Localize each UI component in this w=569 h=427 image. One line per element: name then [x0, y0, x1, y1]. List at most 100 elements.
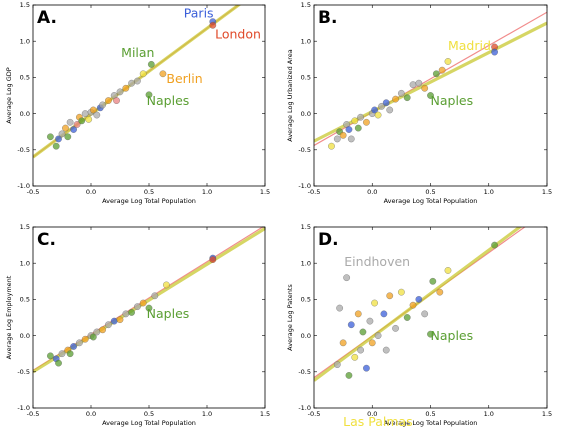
y-tick-label: 0.0	[301, 110, 311, 118]
y-tick-label: -0.5	[298, 368, 311, 376]
data-point	[209, 256, 217, 263]
y-tick-label: 1.5	[20, 1, 30, 9]
data-point	[354, 124, 362, 132]
y-tick-label: 1.0	[301, 259, 311, 267]
data-point	[339, 339, 347, 347]
y-tick-label: 1.0	[20, 259, 30, 267]
data-point	[386, 106, 394, 114]
data-point	[421, 84, 429, 92]
x-tick-label: 1.0	[202, 410, 212, 418]
data-point	[366, 317, 374, 325]
y-tick-label: 0.5	[20, 296, 30, 304]
data-point	[354, 310, 362, 318]
data-point	[209, 21, 217, 29]
data-point	[134, 77, 141, 85]
y-axis-label: Average Log GDP	[5, 67, 13, 123]
data-point	[444, 267, 452, 274]
x-axis-label: Average Log Total Population	[384, 419, 478, 427]
data-point	[427, 330, 434, 338]
data-point	[336, 304, 343, 312]
y-tick-label: -1.0	[17, 404, 30, 412]
data-point	[374, 332, 382, 339]
x-tick-label: 0.0	[86, 410, 96, 418]
data-point	[382, 99, 390, 107]
x-tick-label: 0.5	[144, 188, 154, 196]
y-tick-label: -0.5	[17, 146, 30, 154]
city-annotation: Las Palmas	[343, 414, 413, 427]
panel-label: C.	[37, 230, 56, 250]
city-annotation: Naples	[147, 306, 190, 321]
y-tick-label: 0.0	[20, 110, 30, 118]
y-tick-label: 1.0	[20, 37, 30, 45]
data-point	[491, 241, 498, 249]
data-point	[147, 61, 155, 68]
data-point	[438, 66, 446, 74]
data-point	[345, 372, 353, 379]
data-point	[371, 106, 378, 114]
data-point	[78, 117, 86, 125]
data-point	[398, 288, 405, 296]
city-annotation: Naples	[431, 328, 474, 343]
data-point	[70, 126, 77, 133]
data-point	[328, 142, 335, 150]
data-point	[52, 142, 60, 150]
data-point	[421, 310, 429, 318]
data-point	[110, 317, 118, 325]
data-point	[409, 301, 417, 309]
data-point	[345, 126, 353, 133]
data-point	[81, 335, 89, 343]
data-point	[70, 343, 77, 350]
city-annotation: Eindhoven	[344, 254, 410, 269]
data-point	[134, 303, 141, 310]
data-point	[116, 88, 124, 96]
data-point	[398, 89, 405, 97]
data-point	[116, 316, 124, 324]
data-point	[328, 412, 334, 418]
y-tick-label: 0.5	[301, 74, 311, 82]
data-point	[357, 113, 364, 121]
x-tick-label: 1.5	[542, 410, 552, 418]
data-point	[122, 84, 130, 92]
panel-label: A.	[37, 8, 57, 28]
data-point	[339, 131, 347, 139]
data-point	[392, 325, 399, 332]
data-point	[105, 321, 112, 329]
data-point	[73, 121, 81, 128]
data-point	[363, 118, 370, 126]
data-point	[351, 353, 359, 361]
x-tick-label: 1.0	[484, 188, 494, 196]
data-point	[357, 346, 364, 354]
data-point	[105, 97, 112, 104]
y-tick-label: -1.0	[298, 404, 311, 412]
data-point	[351, 117, 359, 125]
panel-3: -0.5 0.0 0.5 1.0 1.5-1.0-0.50.00.51.01.5Aver…	[5, 223, 270, 427]
data-point	[145, 304, 153, 312]
data-point	[85, 116, 93, 123]
data-point	[333, 135, 341, 143]
data-point	[151, 292, 159, 300]
data-point	[409, 81, 417, 88]
x-tick-label: 1.5	[542, 188, 552, 196]
panel-1: -0.5 0.0 0.5 1.0 1.5-1.0-0.50.00.51.01.5Aver…	[5, 1, 270, 205]
plot-area	[314, 227, 526, 418]
data-point	[93, 328, 101, 336]
plot-area	[33, 227, 265, 374]
data-point	[380, 310, 388, 318]
data-point	[347, 321, 355, 329]
x-tick-label: 1.0	[202, 188, 212, 196]
data-point	[371, 299, 378, 307]
x-axis-label: Average Log Total Population	[102, 419, 196, 427]
data-point	[436, 288, 444, 296]
panel-label: D.	[318, 230, 339, 250]
data-point	[47, 133, 54, 141]
data-point	[93, 111, 101, 119]
data-point	[145, 91, 153, 99]
x-tick-label: 1.0	[484, 410, 494, 418]
data-point	[403, 314, 411, 321]
x-tick-label: -0.5	[308, 188, 321, 196]
city-annotation: London	[215, 26, 261, 41]
data-point	[128, 79, 135, 87]
data-point	[368, 339, 376, 347]
data-point	[392, 95, 399, 103]
